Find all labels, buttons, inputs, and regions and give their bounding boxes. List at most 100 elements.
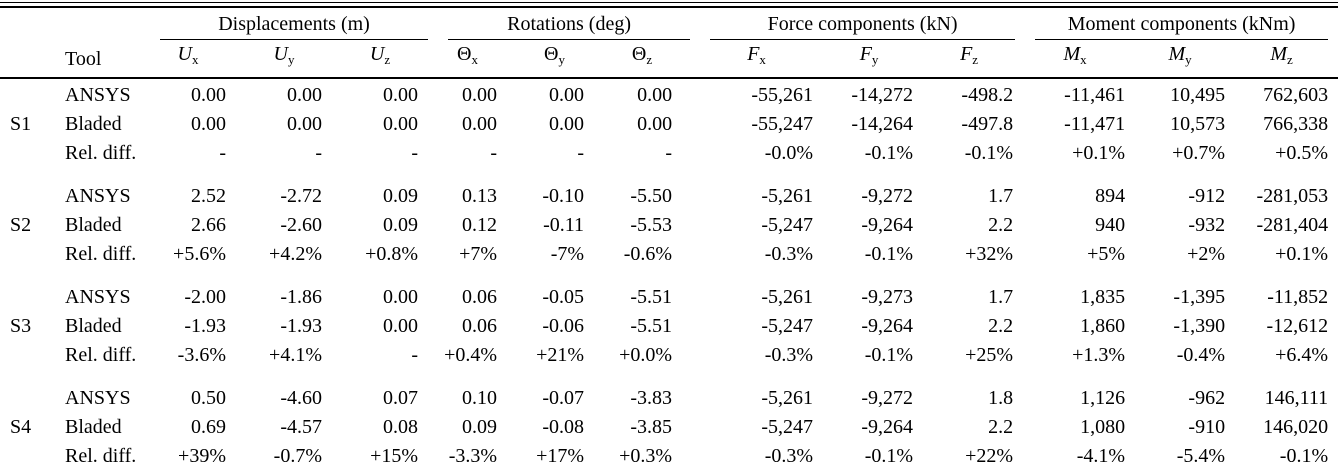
subheader-row: Tool Ux Uy Uz Θx Θy Θz Fx Fy Fz Mx My Mz <box>0 40 1338 79</box>
column-symbol: Θ <box>544 43 559 65</box>
value-cell: -3.6% <box>177 344 226 366</box>
value-cell: - <box>577 142 585 164</box>
value-cell: -0.1% <box>864 445 914 465</box>
group-label: Rotations (deg) <box>507 13 631 35</box>
tool-column-header: Tool <box>65 40 150 79</box>
value-cell: 0.09 <box>383 214 419 236</box>
column-symbol: U <box>369 43 385 65</box>
value-cell: 0.00 <box>637 113 673 135</box>
value-cell: -4.60 <box>280 387 322 409</box>
value-cell: 0.06 <box>462 315 498 337</box>
group-header: Displacements (m) <box>150 7 438 40</box>
value-cell: 894 <box>1095 185 1126 207</box>
section-label: S2 <box>10 214 32 236</box>
tool-cell: Bladed <box>65 416 122 438</box>
value-cell: - <box>219 142 226 164</box>
value-cell: -9,264 <box>861 214 914 236</box>
value-cell: 0.07 <box>383 387 419 409</box>
group-label: Force components (kN) <box>767 13 958 35</box>
tool-cell: Bladed <box>65 113 122 135</box>
value-cell: -5,261 <box>761 387 814 409</box>
value-cell: +5% <box>1087 243 1126 265</box>
tool-cell: Rel. diff. <box>65 243 137 265</box>
value-cell: +22% <box>965 445 1014 465</box>
value-cell: +15% <box>370 445 419 465</box>
value-cell: 1.8 <box>988 387 1014 409</box>
value-cell: -2.72 <box>280 185 322 207</box>
group-header: Moment components (kNm) <box>1025 7 1338 40</box>
value-cell: -281,053 <box>1256 185 1329 207</box>
group-underline <box>710 39 1016 40</box>
value-cell: -9,272 <box>861 185 914 207</box>
value-cell: +21% <box>536 344 585 366</box>
section-col-spacer <box>0 40 65 79</box>
section-label: S1 <box>10 113 32 135</box>
value-cell: 766,338 <box>1263 113 1329 135</box>
value-cell: +2% <box>1187 243 1226 265</box>
value-cell: -0.1% <box>864 344 914 366</box>
value-cell: 1.7 <box>988 286 1014 308</box>
value-cell: -5.51 <box>630 315 673 337</box>
value-cell: 0.69 <box>191 416 226 438</box>
value-cell: -55,247 <box>751 113 814 135</box>
group-label: Displacements (m) <box>218 13 370 35</box>
value-cell: -3.85 <box>630 416 673 438</box>
tool-cell: Rel. diff. <box>65 344 137 366</box>
value-cell: -9,264 <box>861 315 914 337</box>
value-cell: 0.00 <box>549 113 585 135</box>
column-header: Mx <box>1025 40 1136 79</box>
value-cell: -5,247 <box>761 416 814 438</box>
column-symbol: U <box>273 43 288 65</box>
value-cell: +6.4% <box>1275 344 1329 366</box>
value-cell: +32% <box>965 243 1014 265</box>
column-header: Θy <box>525 40 613 79</box>
value-cell: - <box>490 142 498 164</box>
value-cell: +0.0% <box>619 344 673 366</box>
column-header: Θx <box>438 40 526 79</box>
value-cell: -962 <box>1188 387 1226 409</box>
group-underline <box>448 39 691 40</box>
value-cell: -498.2 <box>961 84 1014 106</box>
value-cell: +0.4% <box>444 344 498 366</box>
value-cell: 146,020 <box>1263 416 1329 438</box>
value-cell: -5.4% <box>1176 445 1226 465</box>
value-cell: -0.3% <box>764 445 814 465</box>
table-row: Bladed -1.93 -1.93 0.00 0.06 -0.06 -5.51 -5,247… <box>0 312 1338 341</box>
column-header: Fy <box>825 40 926 79</box>
value-cell: -3.83 <box>630 387 673 409</box>
column-symbol: M <box>1063 43 1081 65</box>
table-row: Bladed 2.66 -2.60 0.09 0.12 -0.11 -5.53 -5,247 -… <box>0 211 1338 240</box>
group-header-row: Displacements (m) Rotations (deg) Force co… <box>0 7 1338 40</box>
value-cell: -932 <box>1188 214 1226 236</box>
table-row: S3 ANSYS -2.00 -1.86 0.00 0.06 -0.05 -5.51 -5,26… <box>0 281 1338 337</box>
value-cell: 2.2 <box>988 214 1014 236</box>
value-cell: -5.53 <box>630 214 673 236</box>
section-gap-cell <box>0 370 1338 382</box>
value-cell: -0.1% <box>864 243 914 265</box>
value-cell: -2.00 <box>184 286 226 308</box>
value-cell: -0.1% <box>964 142 1014 164</box>
table-row: S4 ANSYS 0.50 -4.60 0.07 0.10 -0.07 -3.83 -5,261… <box>0 382 1338 438</box>
value-cell: -0.06 <box>542 315 585 337</box>
value-cell: 0.00 <box>287 113 322 135</box>
value-cell: 0.00 <box>383 315 419 337</box>
group-underline <box>1035 39 1329 40</box>
tool-cell: ANSYS <box>65 185 131 207</box>
column-symbol: F <box>859 43 872 65</box>
value-cell: 0.09 <box>462 416 498 438</box>
value-cell: 2.2 <box>988 315 1014 337</box>
value-cell: -0.1% <box>864 142 914 164</box>
value-cell: +0.1% <box>1072 142 1126 164</box>
value-cell: +0.8% <box>365 243 419 265</box>
column-subscript: y <box>1185 52 1192 67</box>
value-cell: +7% <box>459 243 498 265</box>
results-table: Displacements (m) Rotations (deg) Force co… <box>0 6 1338 465</box>
value-cell: +0.1% <box>1275 243 1329 265</box>
value-cell: -0.10 <box>542 185 585 207</box>
column-header: Fz <box>925 40 1026 79</box>
value-cell: -1.93 <box>184 315 226 337</box>
value-cell: -0.3% <box>764 344 814 366</box>
value-cell: -4.1% <box>1076 445 1126 465</box>
value-cell: -5.50 <box>630 185 673 207</box>
corner-cell <box>0 7 150 40</box>
